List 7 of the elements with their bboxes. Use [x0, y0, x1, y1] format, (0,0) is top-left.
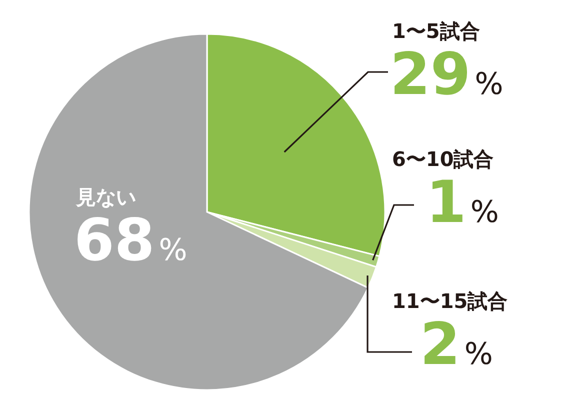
- slice-label: 6〜10試合: [392, 147, 494, 171]
- data-label: 2%: [420, 310, 493, 378]
- data-label: 1%: [426, 168, 499, 236]
- slice-label: 1〜5試合: [392, 19, 480, 43]
- slice-label: 11〜15試合: [392, 289, 508, 313]
- slice-label: 見ない: [75, 185, 136, 209]
- data-label: 29%: [390, 40, 504, 108]
